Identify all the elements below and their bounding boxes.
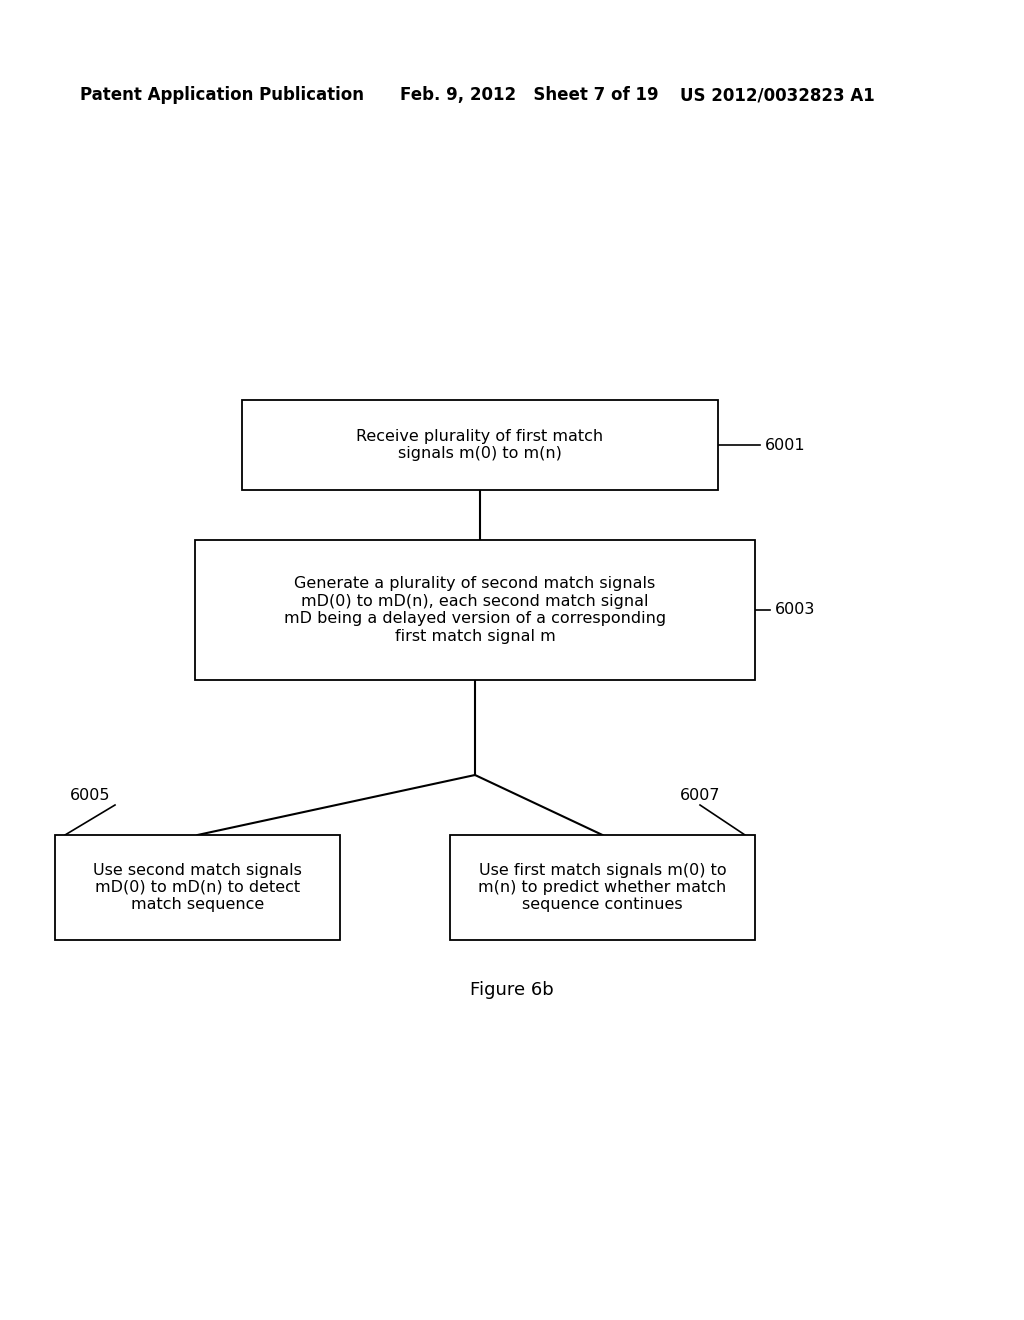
Text: Use first match signals m(0) to
m(n) to predict whether match
sequence continues: Use first match signals m(0) to m(n) to … [478,862,727,912]
Text: US 2012/0032823 A1: US 2012/0032823 A1 [680,86,874,104]
Text: 6001: 6001 [765,437,806,453]
Text: Patent Application Publication: Patent Application Publication [80,86,364,104]
Bar [55,836,340,940]
Text: 6007: 6007 [680,788,721,803]
Text: Receive plurality of first match
signals m(0) to m(n): Receive plurality of first match signals… [356,429,603,461]
Text: 6003: 6003 [775,602,815,618]
Text: 6005: 6005 [70,788,111,803]
Text: Use second match signals
mD(0) to mD(n) to detect
match sequence: Use second match signals mD(0) to mD(n) … [93,862,302,912]
Bar [450,836,755,940]
Text: Feb. 9, 2012   Sheet 7 of 19: Feb. 9, 2012 Sheet 7 of 19 [400,86,658,104]
Bar [195,540,755,680]
Text: Generate a plurality of second match signals
mD(0) to mD(n), each second match s: Generate a plurality of second match sig… [284,577,666,644]
Text: Figure 6b: Figure 6b [470,981,554,999]
Bar [242,400,718,490]
